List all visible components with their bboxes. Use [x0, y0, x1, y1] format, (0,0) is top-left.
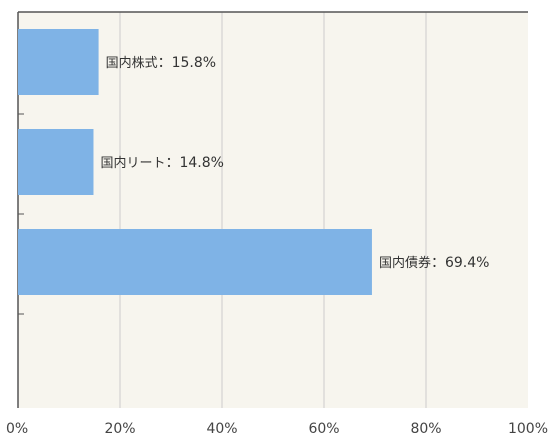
x-tick-label: 100%	[508, 421, 548, 437]
bar-label: 国内リート：14.8%	[100, 155, 224, 171]
bar	[18, 229, 372, 295]
x-tick-label: 20%	[104, 421, 135, 437]
bar-category-label: 国内株式	[106, 55, 158, 71]
bar-value-label: ：15.8%	[158, 55, 216, 71]
bar-category-label: 国内債券	[379, 255, 431, 271]
bar	[18, 29, 99, 95]
plot-area	[18, 12, 528, 408]
bar-label: 国内債券：69.4%	[379, 255, 490, 271]
bar-category-label: 国内リート	[100, 155, 165, 171]
x-tick-label: 0%	[6, 421, 28, 437]
x-tick-label: 80%	[410, 421, 441, 437]
bar-value-label: ：14.8%	[165, 155, 223, 171]
x-tick-labels: 0% 20% 40% 60% 80% 100%	[6, 421, 548, 437]
bar-labels: 国内株式：15.8% 国内リート：14.8% 国内債券：69.4%	[100, 55, 489, 271]
bar-label: 国内株式：15.8%	[106, 55, 217, 71]
x-tick-label: 60%	[308, 421, 339, 437]
x-tick-label: 40%	[206, 421, 237, 437]
grid-lines	[119, 12, 427, 408]
bar	[18, 129, 94, 195]
bar-value-label: ：69.4%	[431, 255, 489, 271]
bars	[18, 29, 372, 315]
